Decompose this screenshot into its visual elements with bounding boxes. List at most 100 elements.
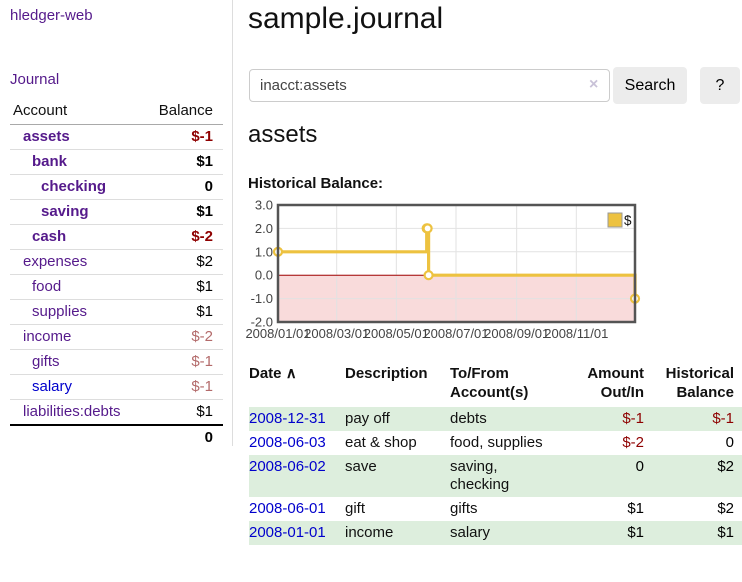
account-row: checking 0 — [10, 174, 223, 200]
x-axis-tick-label: 2008/05/01 — [364, 326, 429, 341]
account-link[interactable]: checking — [41, 178, 107, 195]
account-balance: $-2 — [142, 324, 223, 350]
register-table: Date ∧ Description To/From Account(s) Am… — [249, 362, 742, 545]
register-header-date[interactable]: Date ∧ — [249, 365, 297, 382]
accounts-header-balance: Balance — [142, 99, 223, 125]
account-link[interactable]: liabilities:debts — [23, 403, 121, 420]
x-axis-tick-label: 2008/01/01 — [245, 326, 310, 341]
y-axis-tick-label: 2.0 — [255, 221, 273, 236]
register-header-row: Date ∧ Description To/From Account(s) Am… — [249, 362, 742, 407]
help-button[interactable]: ? — [700, 67, 740, 104]
transaction-accounts: saving, checking — [450, 458, 510, 493]
account-link[interactable]: bank — [32, 153, 68, 170]
account-link[interactable]: assets — [23, 128, 70, 145]
legend-swatch — [607, 212, 623, 228]
transaction-accounts: gifts — [450, 500, 478, 517]
register-table-body: 2008-12-31 pay off debts $-1 $-1 2008-06-03 ea… — [249, 407, 742, 545]
account-balance: $1 — [142, 399, 223, 426]
account-row: assets $-1 — [10, 124, 223, 150]
account-balance: $-1 — [142, 124, 223, 150]
accounts-header-row: Account Balance — [10, 99, 223, 125]
x-axis-tick-label: 2008/07/01 — [423, 326, 488, 341]
account-row: expenses $2 — [10, 249, 223, 275]
transaction-description: gift — [345, 500, 366, 517]
transaction-date-link[interactable]: 2008-06-02 — [249, 458, 326, 475]
data-point-marker — [422, 223, 433, 234]
account-balance: $1 — [142, 199, 223, 225]
x-axis-tick-label: 2008/11/01 — [544, 326, 608, 341]
y-axis-tick-label: -1.0 — [251, 291, 273, 306]
account-balance: $-1 — [142, 349, 223, 375]
register-header-accounts: To/From Account(s) — [450, 365, 529, 401]
sidebar: hledger-web Journal Account Balance asse… — [0, 0, 233, 450]
account-balance: 0 — [142, 174, 223, 200]
account-heading: assets — [248, 121, 318, 148]
transaction-row[interactable]: 2008-06-01 gift gifts $1 $2 — [249, 497, 742, 521]
accounts-total-row: 0 — [10, 424, 223, 450]
search-input[interactable] — [249, 69, 610, 102]
transaction-amount: $1 — [627, 500, 644, 517]
transaction-date-link[interactable]: 2008-01-01 — [249, 524, 326, 541]
transaction-balance: $-1 — [712, 410, 734, 427]
transaction-description: eat & shop — [345, 434, 417, 451]
account-balance: $-2 — [142, 224, 223, 250]
accounts-header-account: Account — [10, 99, 143, 125]
account-row: income $-2 — [10, 324, 223, 350]
account-balance: $-1 — [142, 374, 223, 400]
transaction-accounts: food, supplies — [450, 434, 543, 451]
clear-search-icon[interactable]: × — [589, 76, 599, 93]
transaction-balance: $1 — [717, 524, 734, 541]
legend-label: $ — [624, 213, 632, 228]
transaction-row[interactable]: 2008-06-02 save saving, checking 0 $2 — [249, 455, 742, 497]
transaction-accounts: debts — [450, 410, 487, 427]
account-row: cash $-2 — [10, 224, 223, 250]
transaction-amount: $-1 — [622, 410, 644, 427]
transaction-amount: $1 — [627, 524, 644, 541]
accounts-table: Account Balance assets $-1 bank $1 checking 0… — [10, 99, 223, 450]
transaction-balance: $2 — [717, 500, 734, 517]
register-header-balance: Historical Balance — [665, 365, 734, 401]
account-link[interactable]: food — [32, 278, 62, 295]
transaction-date-link[interactable]: 2008-12-31 — [249, 410, 326, 427]
accounts-table-body: assets $-1 bank $1 checking 0 saving $1 cash $-2 e… — [10, 124, 223, 426]
chart-canvas: $3.0 2.0 1.0 0.0 -1.0 -2.02008/01/012008/03/0… — [245, 198, 641, 341]
account-link[interactable]: gifts — [32, 353, 60, 370]
register-header-description: Description — [345, 365, 428, 382]
transaction-row[interactable]: 2008-12-31 pay off debts $-1 $-1 — [249, 407, 742, 431]
transaction-amount: 0 — [635, 458, 644, 475]
account-link[interactable]: salary — [32, 378, 73, 395]
account-row: supplies $1 — [10, 299, 223, 325]
transaction-date-link[interactable]: 2008-06-03 — [249, 434, 326, 451]
account-link[interactable]: expenses — [23, 253, 88, 270]
account-balance: $1 — [142, 149, 223, 175]
account-link[interactable]: saving — [41, 203, 89, 220]
account-balance: $1 — [142, 299, 223, 325]
sidebar-item-journal[interactable]: Journal — [10, 71, 60, 88]
y-axis-tick-label: 1.0 — [255, 244, 273, 259]
account-row: saving $1 — [10, 199, 223, 225]
search-button[interactable]: Search — [613, 67, 687, 104]
x-axis-tick-label: 2008/09/01 — [484, 326, 549, 341]
y-axis-tick-label: 0.0 — [255, 268, 273, 283]
account-link[interactable]: supplies — [32, 303, 88, 320]
y-axis-tick-label: 3.0 — [255, 200, 273, 213]
chart-title: Historical Balance: — [248, 175, 384, 192]
accounts-total-value: 0 — [142, 424, 223, 450]
transaction-description: income — [345, 524, 394, 541]
account-balance: $1 — [142, 274, 223, 300]
app-brand-link[interactable]: hledger-web — [10, 7, 93, 24]
account-link[interactable]: cash — [32, 228, 67, 245]
register-header-amount: Amount Out/In — [587, 365, 644, 401]
account-row: bank $1 — [10, 149, 223, 175]
transaction-date-link[interactable]: 2008-06-01 — [249, 500, 326, 517]
account-link[interactable]: income — [23, 328, 72, 345]
account-row: food $1 — [10, 274, 223, 300]
historical-balance-chart: $3.0 2.0 1.0 0.0 -1.0 -2.0 2008/01/01 2008/03/0… — [245, 198, 742, 348]
transaction-row[interactable]: 2008-01-01 income salary $1 $1 — [249, 521, 742, 545]
account-row: gifts $-1 — [10, 349, 223, 375]
transaction-balance: 0 — [725, 434, 734, 451]
x-axis-tick-label: 2008/03/01 — [304, 326, 369, 341]
account-row: salary $-1 — [10, 374, 223, 400]
transaction-accounts: salary — [450, 524, 491, 541]
transaction-row[interactable]: 2008-06-03 eat & shop food, supplies $-2 0 — [249, 431, 742, 455]
